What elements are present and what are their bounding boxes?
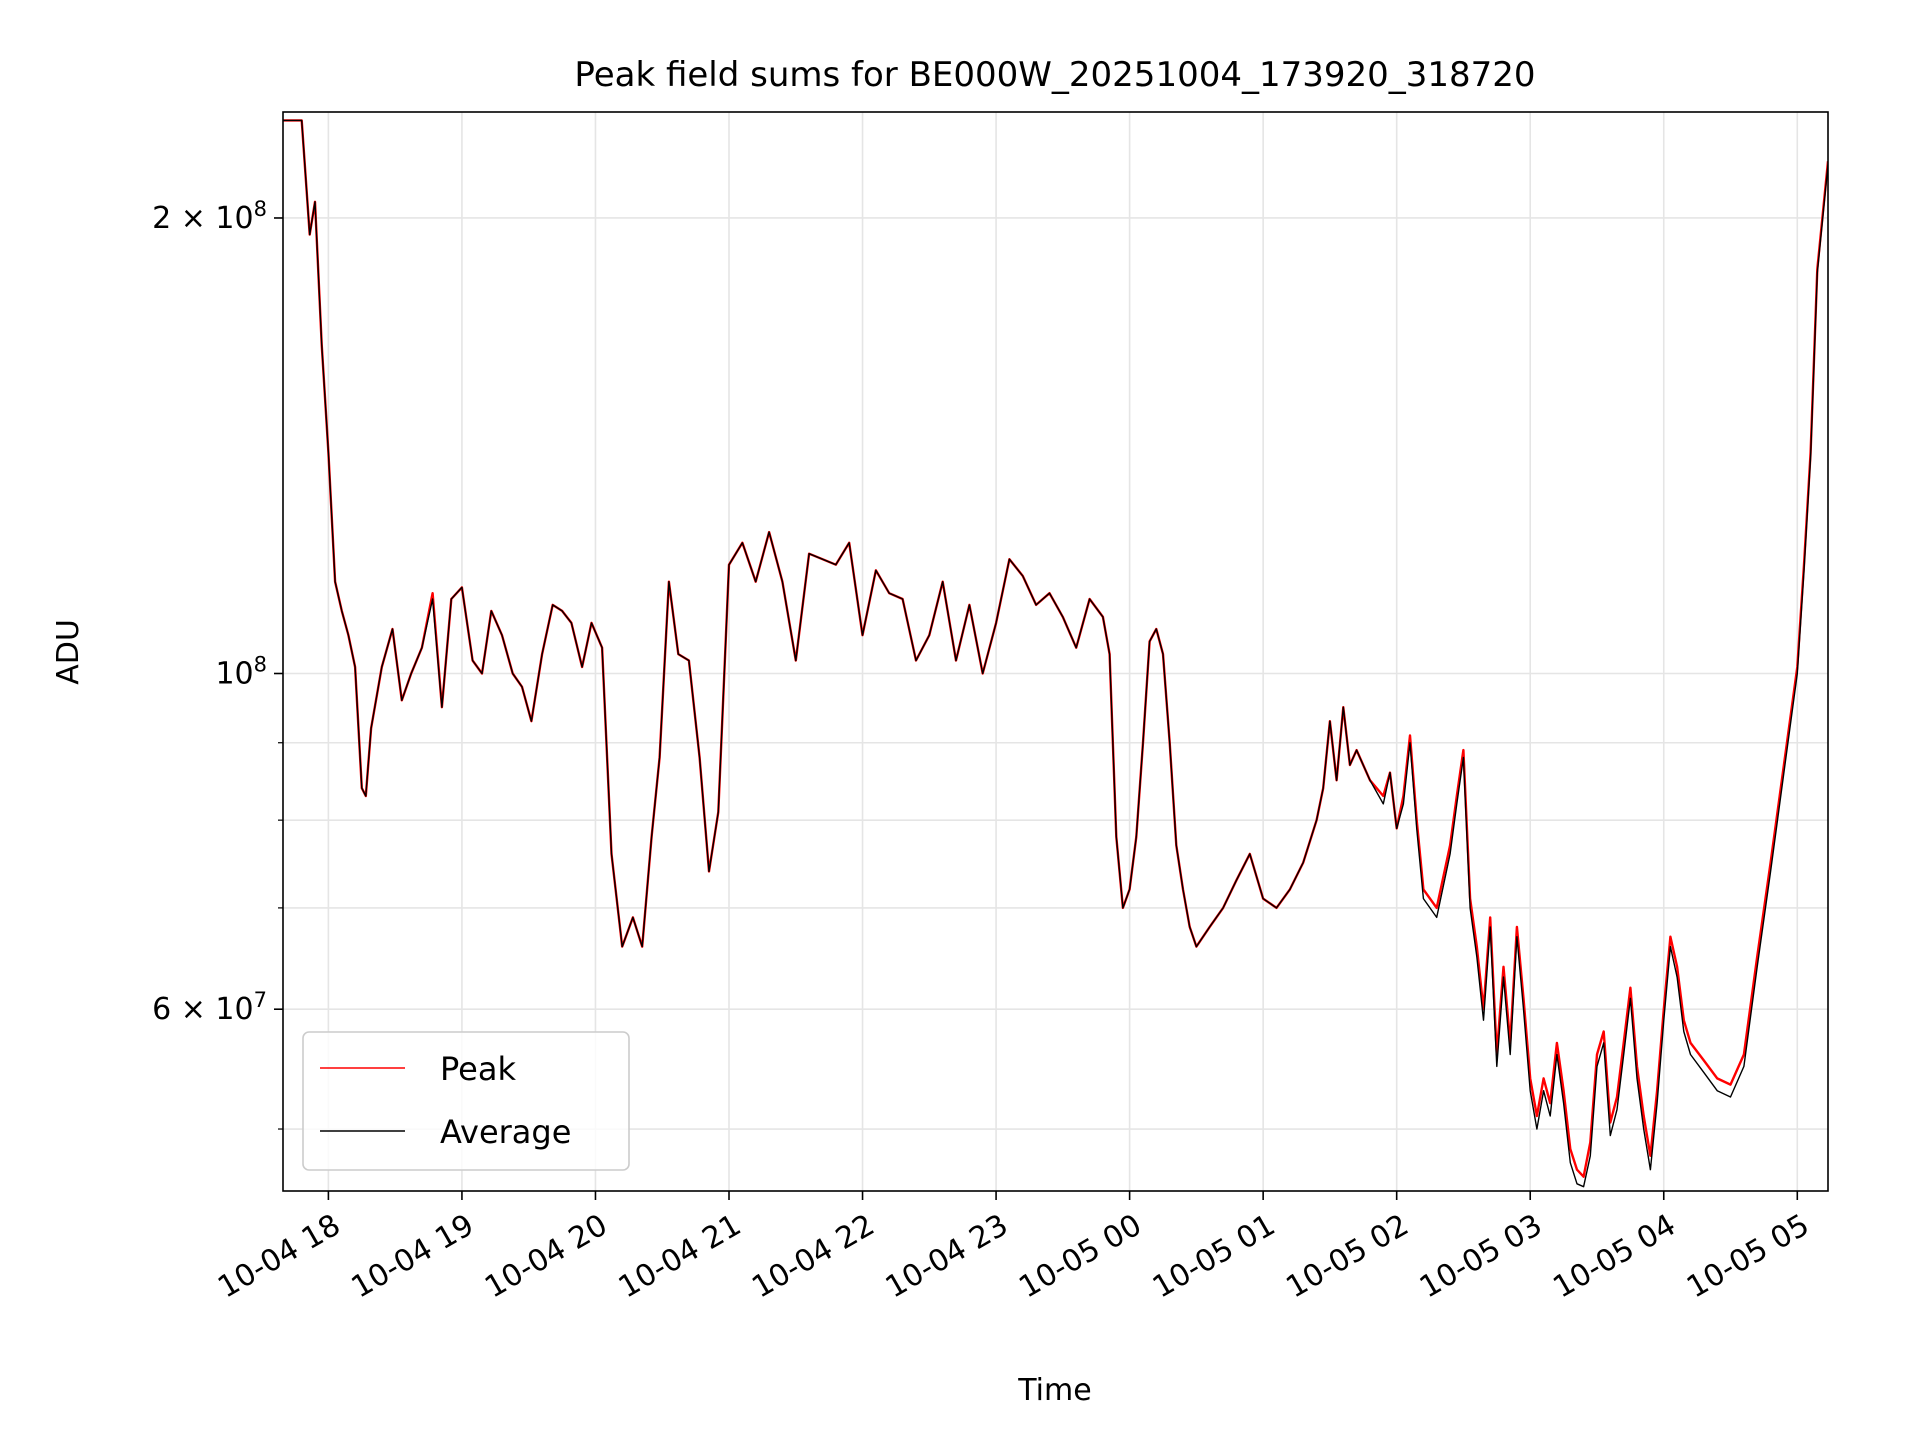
legend-box	[302, 1031, 630, 1171]
chart-title: Peak field sums for BE000W_20251004_1739…	[574, 55, 1535, 95]
y-tick-label: 2 × 108	[152, 197, 267, 236]
plot-area-frame	[282, 111, 1829, 1192]
series-lines	[283, 119, 1828, 1188]
legend-label-average: Average	[440, 1113, 571, 1151]
y-tick-label: 6 × 107	[152, 988, 267, 1027]
series-line-average	[283, 119, 1828, 1188]
legend-label-peak: Peak	[440, 1050, 516, 1088]
y-axis-label: ADU	[51, 619, 86, 685]
grid-lines	[283, 112, 1828, 1191]
legend: Peak Average	[302, 1031, 630, 1171]
x-axis-label: Time	[1017, 1373, 1091, 1408]
